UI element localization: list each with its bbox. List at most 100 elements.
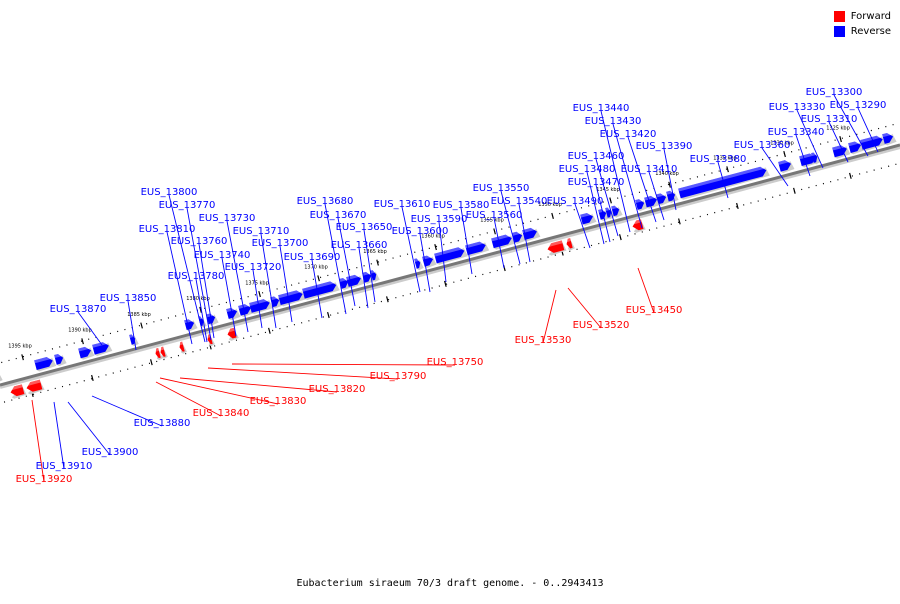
major-tick-lower [620, 234, 622, 240]
major-tick-lower [679, 219, 681, 225]
major-tick-lower [269, 328, 271, 334]
gene-label: EUS_13440 [573, 103, 630, 114]
major-tick [727, 166, 729, 172]
gene-label: EUS_13470 [568, 177, 625, 188]
reverse-swatch [834, 26, 845, 37]
label-layer: EUS_13290EUS_13300EUS_13310EUS_13330EUS_… [16, 87, 887, 485]
gene-label: EUS_13900 [82, 447, 139, 458]
reverse-gene-arrow [92, 340, 112, 356]
backbone-shadow [0, 147, 900, 387]
forward-gene-arrow [226, 327, 239, 341]
reverse-gene-arrow [226, 306, 241, 321]
gene-leader-line [232, 364, 455, 365]
forward-gene-arrow [9, 384, 27, 399]
major-tick [435, 244, 437, 250]
gene-label: EUS_13880 [134, 418, 191, 429]
major-tick [318, 275, 320, 281]
reverse-gene-arrow [832, 143, 851, 159]
gene-label: EUS_13870 [50, 304, 107, 315]
reverse-gene-arrow [78, 345, 95, 360]
major-tick-lower [850, 173, 852, 179]
gene-label: EUS_13850 [100, 293, 157, 304]
gene-label: EUS_13670 [310, 210, 367, 221]
scale-tick-label: 1325 kbp [826, 125, 850, 131]
gene-label: EUS_13530 [515, 335, 572, 346]
legend: Forward Reverse [834, 9, 891, 39]
gene-label: EUS_13560 [466, 210, 523, 221]
forward-swatch [834, 11, 845, 22]
legend-reverse-label: Reverse [851, 26, 891, 37]
gene-label: EUS_13460 [568, 151, 625, 162]
gene-label: EUS_13390 [636, 141, 693, 152]
gene-label: EUS_13360 [734, 140, 791, 151]
scale-tick-label: 1390 kbp [68, 328, 92, 334]
gene-label: EUS_13480 [559, 164, 616, 175]
gene-label: EUS_13490 [547, 196, 604, 207]
gene-label: EUS_13600 [392, 226, 449, 237]
gene-label: EUS_13700 [252, 238, 309, 249]
reverse-gene-arrow [580, 211, 597, 226]
gene-leader-line [54, 402, 64, 469]
gene-label: EUS_13920 [16, 474, 73, 485]
major-tick [22, 354, 24, 360]
major-tick [784, 151, 786, 157]
reverse-gene-arrow [0, 370, 3, 384]
gene-label: EUS_13420 [600, 129, 657, 140]
gene-label: EUS_13690 [284, 252, 341, 263]
major-tick-lower [737, 203, 739, 209]
gene-label: EUS_13300 [806, 87, 863, 98]
gene-label: EUS_13610 [374, 199, 431, 210]
forward-gene-arrow [631, 219, 646, 234]
major-tick-lower [794, 188, 796, 194]
gene-label: EUS_13720 [225, 262, 282, 273]
gene-label: EUS_13310 [801, 114, 858, 125]
major-tick [610, 198, 612, 204]
gene-label: EUS_13810 [139, 224, 196, 235]
major-tick [141, 323, 143, 329]
major-tick-lower [328, 312, 330, 318]
upper-dot-ticks [0, 124, 893, 365]
gene-label: EUS_13730 [199, 213, 256, 224]
gene-label: EUS_13540 [491, 196, 548, 207]
major-tick-lower [151, 359, 153, 365]
gene-label: EUS_13800 [141, 187, 198, 198]
forward-gene-arrow [565, 238, 575, 251]
gene-label: EUS_13410 [621, 164, 678, 175]
reverse-gene-arrow [778, 158, 795, 173]
gene-label: EUS_13520 [573, 320, 630, 331]
gene-label: EUS_13910 [36, 461, 93, 472]
gene-label: EUS_13790 [370, 371, 427, 382]
legend-forward-label: Forward [851, 11, 891, 22]
major-tick-lower [387, 296, 389, 302]
major-tick [82, 338, 84, 344]
gene-label: EUS_13840 [193, 408, 250, 419]
legend-forward: Forward [834, 9, 891, 24]
gene-label: EUS_13550 [473, 183, 530, 194]
gene-label: EUS_13580 [433, 200, 490, 211]
genome-caption: Eubacterium siraeum 70/3 draft genome. -… [0, 578, 900, 589]
major-tick [377, 260, 379, 266]
major-tick-lower [92, 375, 94, 381]
gene-label: EUS_13450 [626, 305, 683, 316]
gene-label: EUS_13750 [427, 357, 484, 368]
scale-tick-label: 1375 kbp [245, 280, 269, 286]
gene-leader-line [167, 232, 192, 344]
gene-label: EUS_13770 [159, 200, 216, 211]
major-tick [259, 291, 261, 297]
gene-label: EUS_13340 [768, 127, 825, 138]
gene-label: EUS_13660 [331, 240, 388, 251]
gene-label: EUS_13590 [411, 214, 468, 225]
gene-label: EUS_13380 [690, 154, 747, 165]
major-tick [494, 228, 496, 234]
major-tick [552, 213, 554, 219]
scale-tick-label: 1380 kbp [186, 296, 210, 302]
forward-gene-arrow [178, 341, 187, 354]
gene-label: EUS_13680 [297, 196, 354, 207]
gene-label: EUS_13650 [336, 222, 393, 233]
gene-label: EUS_13740 [194, 250, 251, 261]
scale-tick-label: 1395 kbp [8, 344, 32, 350]
reverse-gene-arrow [54, 352, 67, 366]
scale-tick-label: 1370 kbp [304, 265, 328, 271]
